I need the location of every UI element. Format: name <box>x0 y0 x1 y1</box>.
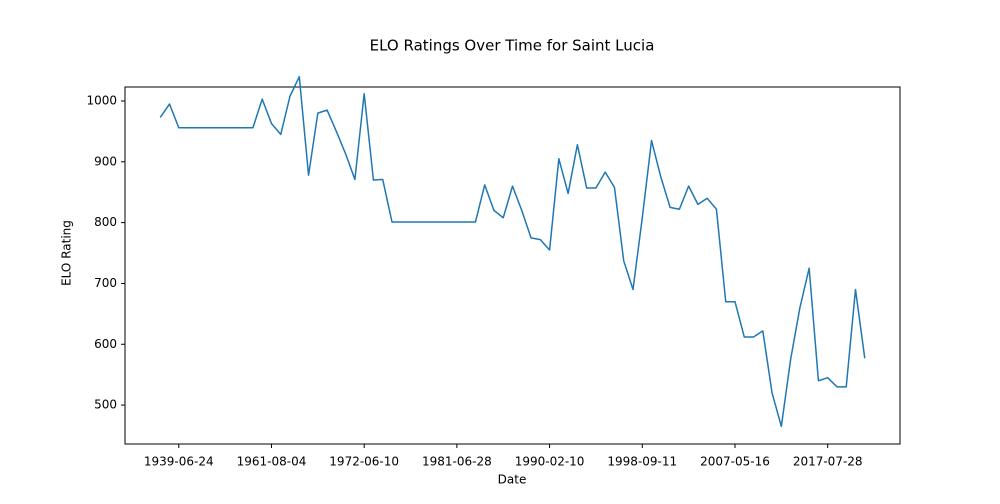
line <box>159 75 866 428</box>
y-tick-label: 700 <box>94 276 117 290</box>
y-tick-label: 800 <box>94 215 117 229</box>
x-tick-label: 1990-02-10 <box>515 455 585 469</box>
chart-title: ELO Ratings Over Time for Saint Lucia <box>370 37 655 55</box>
x-tick-label: 2017-07-28 <box>793 455 863 469</box>
x-tick-label: 1961-08-04 <box>237 455 307 469</box>
plot-frame <box>124 86 901 445</box>
x-axis-label: Date <box>498 473 527 487</box>
y-tick-label: 500 <box>94 398 117 412</box>
x-tick-label: 1972-06-10 <box>329 455 399 469</box>
x-tick-label: 2007-05-16 <box>700 455 770 469</box>
y-tick-label: 900 <box>94 154 117 168</box>
y-tick-label: 1000 <box>86 93 117 107</box>
y-tick-label: 600 <box>94 337 117 351</box>
x-tick-label: 1939-06-24 <box>144 455 214 469</box>
y-axis-label: ELO Rating <box>60 220 74 286</box>
x-tick-label: 1981-06-28 <box>422 455 492 469</box>
x-tick-label: 1998-09-11 <box>607 455 677 469</box>
